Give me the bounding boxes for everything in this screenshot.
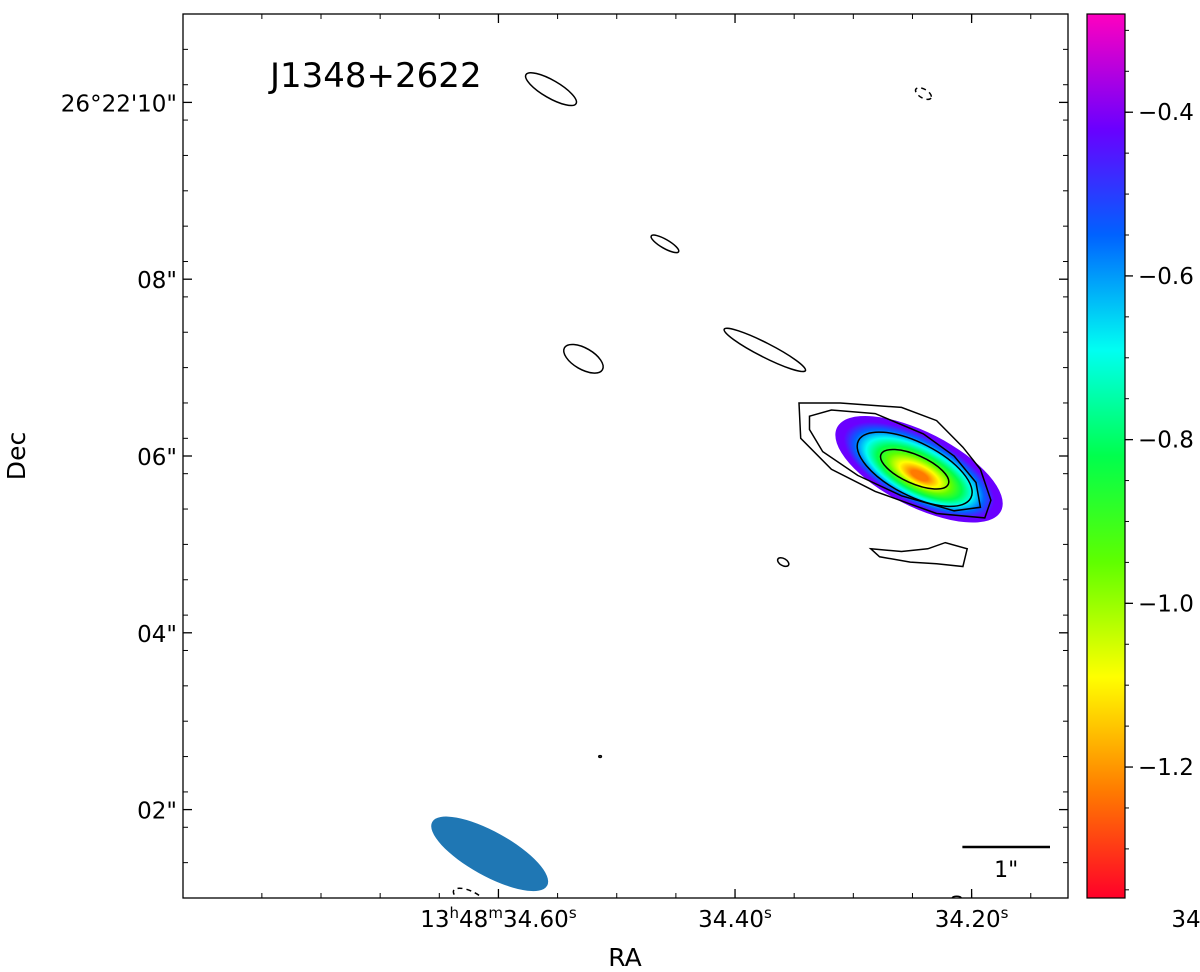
noise-contour (1194, 443, 1200, 477)
colorbar: −0.4 −0.6 −0.8 −1.0 −1.2 (1086, 13, 1194, 899)
noise-contour (562, 343, 604, 374)
colorbar-frame (1086, 13, 1126, 899)
colorbar-tick-label: −1.0 (1138, 591, 1194, 617)
noise-contour (524, 72, 578, 107)
colorbar-tick-label: −1.2 (1138, 755, 1194, 781)
spectral-index-map (835, 415, 1003, 523)
noise-contour (650, 234, 680, 254)
source-contour (879, 448, 950, 490)
y-axis-ticks: 02" 04" 06" 08" 26°22'10" (61, 48, 1068, 899)
beam-ellipse (431, 816, 549, 892)
chart-title: J1348+2622 (268, 56, 482, 96)
x-tick-label: 34.00s (1171, 904, 1200, 933)
source-contour (856, 431, 973, 508)
noise-contour (914, 86, 933, 101)
y-tick-label: 06" (137, 445, 177, 471)
noise-contour (598, 754, 603, 759)
colorbar-tick-label: −0.8 (1138, 428, 1194, 454)
contour-layer (452, 72, 1200, 898)
noise-contour (723, 327, 807, 373)
main-plot: 13h48m34.60s 34.40s 34.20s 34.00s 02" 04" 06"… (2, 13, 1200, 972)
x-tick-label: 13h48m34.60s (420, 904, 577, 933)
noise-contour (452, 887, 487, 898)
x-tick-label: 34.20s (935, 904, 1009, 933)
x-axis-label: RA (608, 943, 641, 972)
y-axis-label: Dec (2, 432, 31, 480)
x-axis-ticks: 13h48m34.60s 34.40s 34.20s 34.00s (261, 14, 1200, 933)
source-contour (798, 402, 992, 519)
y-tick-label: 26°22'10" (61, 91, 177, 117)
colorbar-ticks: −0.4 −0.6 −0.8 −1.0 −1.2 (1125, 29, 1194, 891)
scale-bar-label: 1" (994, 858, 1018, 883)
colorbar-tick-label: −0.4 (1138, 100, 1194, 126)
colorbar-tick-label: −0.6 (1138, 264, 1194, 290)
noise-contour (776, 556, 790, 568)
x-tick-label: 34.40s (698, 904, 772, 933)
y-tick-label: 08" (137, 268, 177, 294)
scale-bar: 1" (962, 845, 1050, 883)
colorbar-gradient (1087, 14, 1125, 898)
contour (868, 541, 969, 568)
y-tick-label: 04" (137, 622, 177, 648)
source-contour (808, 409, 982, 512)
y-tick-label: 02" (137, 799, 177, 825)
